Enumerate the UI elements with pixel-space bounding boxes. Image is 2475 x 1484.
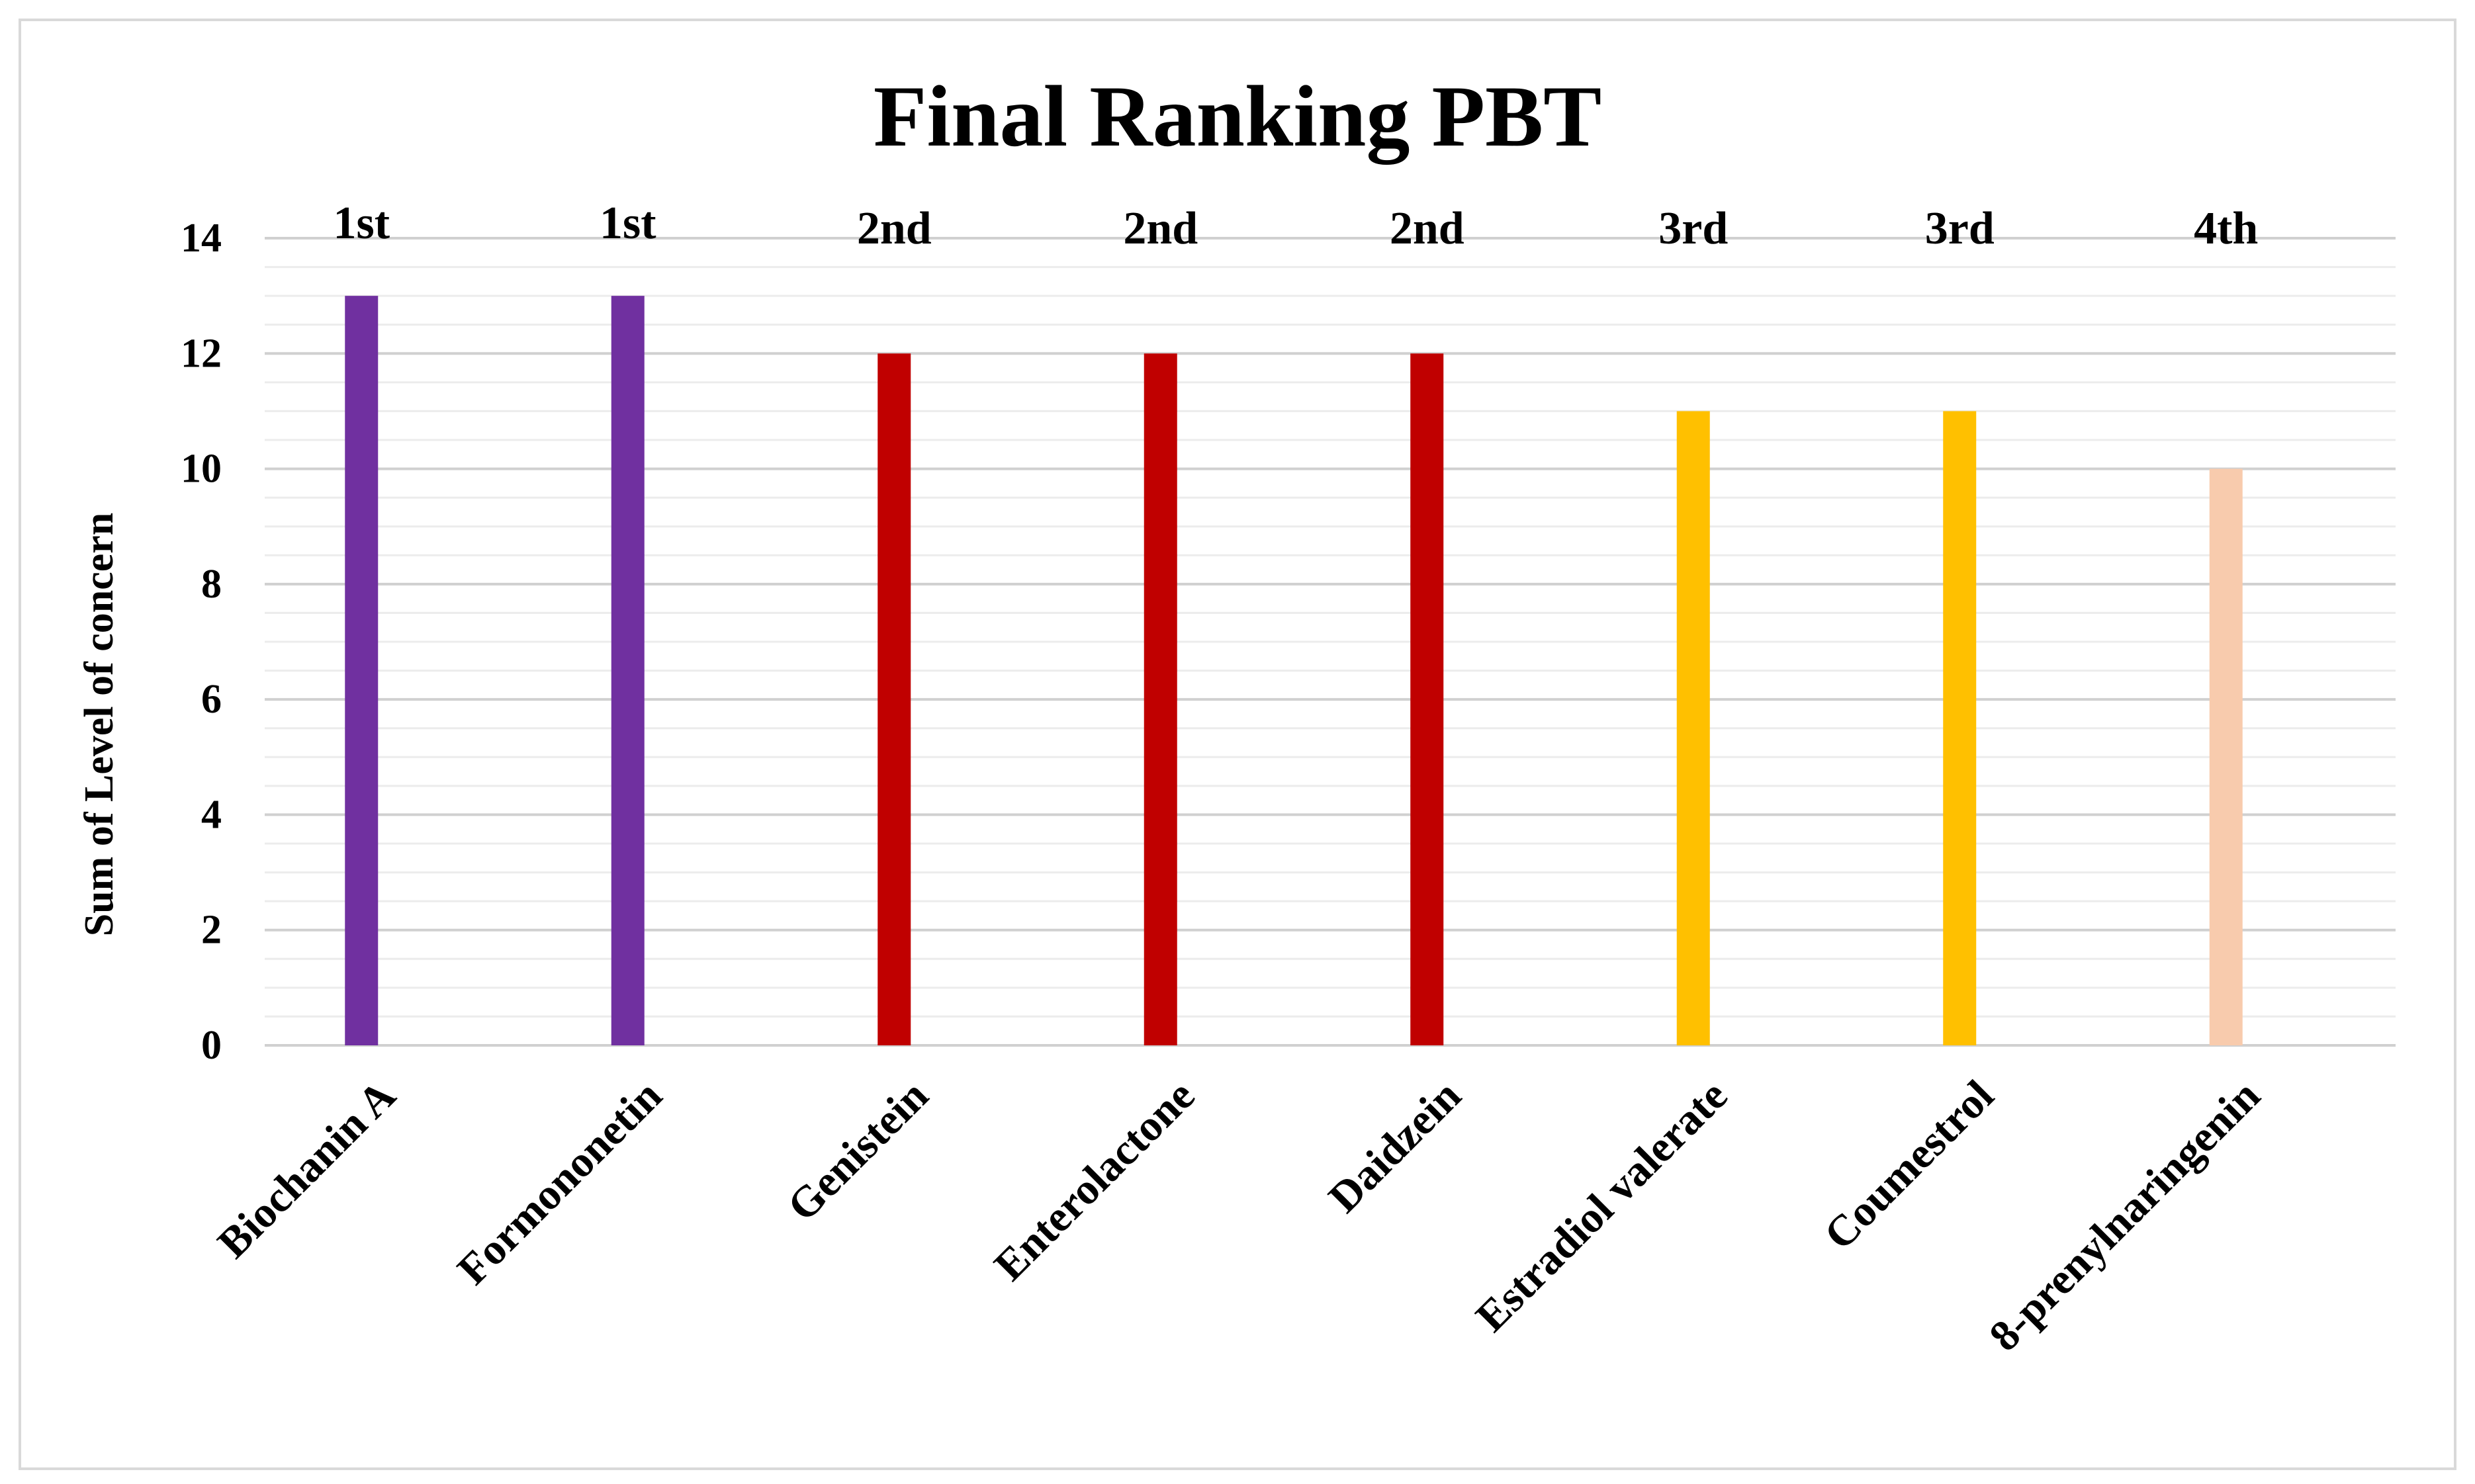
bar xyxy=(878,353,911,1046)
bars xyxy=(345,296,2243,1046)
rank-labels: 1st 1st 2nd 2nd 2nd 3rd 3rd 4th xyxy=(333,198,2258,254)
bar xyxy=(1943,411,1977,1045)
y-tick-label: 4 xyxy=(201,792,222,837)
y-tick-label: 2 xyxy=(201,908,222,953)
rank-label: 3rd xyxy=(1658,203,1728,254)
y-tick-label: 8 xyxy=(201,562,222,607)
rank-label: 3rd xyxy=(1925,203,1995,254)
rank-label: 1st xyxy=(333,198,390,249)
y-axis-title: Sum of Level of concern xyxy=(77,513,122,937)
bar xyxy=(345,296,379,1046)
bar xyxy=(1144,353,1177,1046)
y-tick-label: 12 xyxy=(181,331,222,376)
rank-label: 2nd xyxy=(1123,203,1198,254)
y-tick-label: 14 xyxy=(181,216,222,261)
bar xyxy=(1410,353,1444,1046)
bar xyxy=(611,296,645,1046)
rank-label: 2nd xyxy=(1390,203,1464,254)
bar xyxy=(2209,468,2243,1045)
rank-label: 2nd xyxy=(857,203,932,254)
y-tick-label: 0 xyxy=(201,1023,222,1068)
y-tick-labels: 0 2 4 6 8 10 12 14 xyxy=(181,216,222,1068)
chart-title: Final Ranking PBT xyxy=(874,67,1601,165)
rank-label: 4th xyxy=(2194,203,2258,254)
chart-border xyxy=(19,19,2456,1470)
rank-label: 1st xyxy=(600,198,656,249)
bar xyxy=(1676,411,1710,1045)
y-tick-label: 10 xyxy=(181,447,222,492)
y-tick-label: 6 xyxy=(201,677,222,722)
